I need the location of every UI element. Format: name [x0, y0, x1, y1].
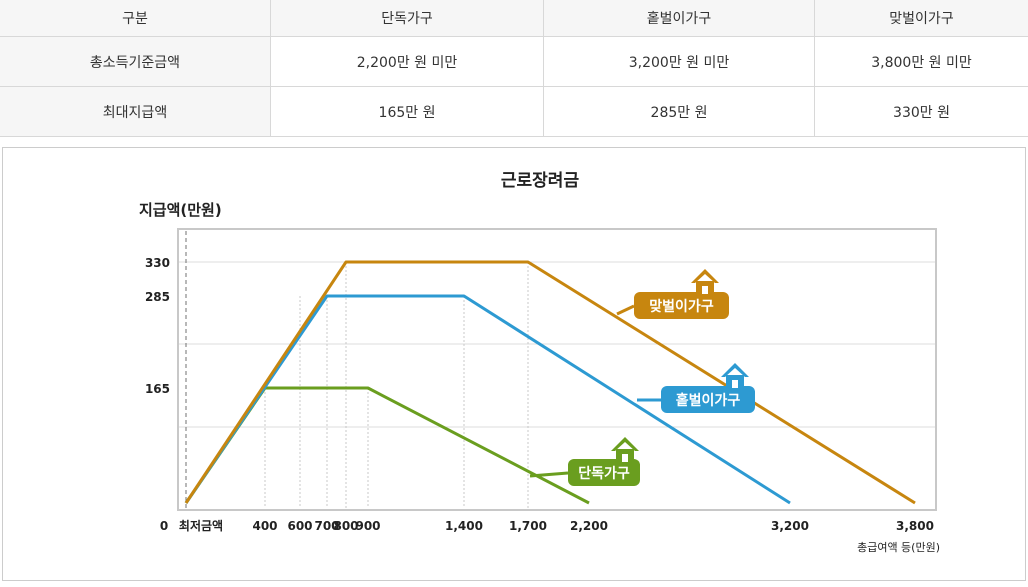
series-label: 단독가구	[578, 465, 630, 482]
series-layer	[184, 260, 916, 505]
table-header: 구분	[0, 0, 271, 37]
table-row-label: 최대지급액	[0, 86, 271, 137]
label-leader-line	[616, 304, 635, 316]
x-tick-label: 3,800	[896, 519, 934, 533]
table-cell: 285만 원	[543, 86, 815, 137]
x-tick-label: 1,400	[445, 519, 483, 533]
table-header: 단독가구	[270, 0, 544, 37]
x-tick-label: 2,200	[570, 519, 608, 533]
grid-lines	[179, 231, 935, 508]
house-icon	[611, 437, 639, 462]
table-header: 홑벌이가구	[543, 0, 815, 37]
y-tick-label: 285	[145, 290, 170, 304]
chart-title: 근로장려금	[501, 171, 580, 191]
table-cell: 165만 원	[270, 86, 544, 137]
x-axis-label: 총급여액 등(만원)	[857, 541, 940, 554]
label-leader-line	[529, 471, 569, 478]
y-tick-label: 165	[145, 382, 170, 396]
x-tick-label: 800	[333, 519, 358, 533]
x-tick-label: 400	[252, 519, 277, 533]
table-cell: 330만 원	[814, 86, 1028, 137]
house-icon	[691, 269, 719, 294]
x-tick-label: 900	[355, 519, 380, 533]
series-label: 홑벌이가구	[676, 392, 741, 409]
series-label-box	[634, 292, 729, 319]
chart-container	[2, 147, 1026, 581]
plot-frame	[177, 228, 937, 511]
x-tick-label: 600	[287, 519, 312, 533]
series-label: 맞벌이가구	[649, 298, 714, 315]
series-label-box	[568, 459, 640, 486]
origin-label: 0	[160, 519, 168, 533]
info-table: 구분 단독가구 홑벌이가구 맞벌이가구 총소득기준금액 2,200만 원 미만 …	[0, 0, 1028, 137]
min-wage-label: 최저금액	[179, 518, 223, 533]
x-tick-label: 700	[314, 519, 339, 533]
series-line	[184, 386, 590, 505]
table-cell: 2,200만 원 미만	[270, 36, 544, 87]
series-line	[184, 260, 916, 505]
y-tick-label: 330	[145, 256, 170, 270]
house-icon	[721, 363, 749, 388]
series-label-box	[661, 386, 755, 413]
x-tick-label: 1,700	[509, 519, 547, 533]
table-cell: 3,800만 원 미만	[814, 36, 1028, 87]
table-row: 최대지급액 165만 원 285만 원 330만 원	[0, 86, 1028, 137]
x-tick-label: 3,200	[771, 519, 809, 533]
table-header-row: 구분 단독가구 홑벌이가구 맞벌이가구	[0, 0, 1028, 37]
y-axis-label: 지급액(만원)	[139, 201, 222, 219]
